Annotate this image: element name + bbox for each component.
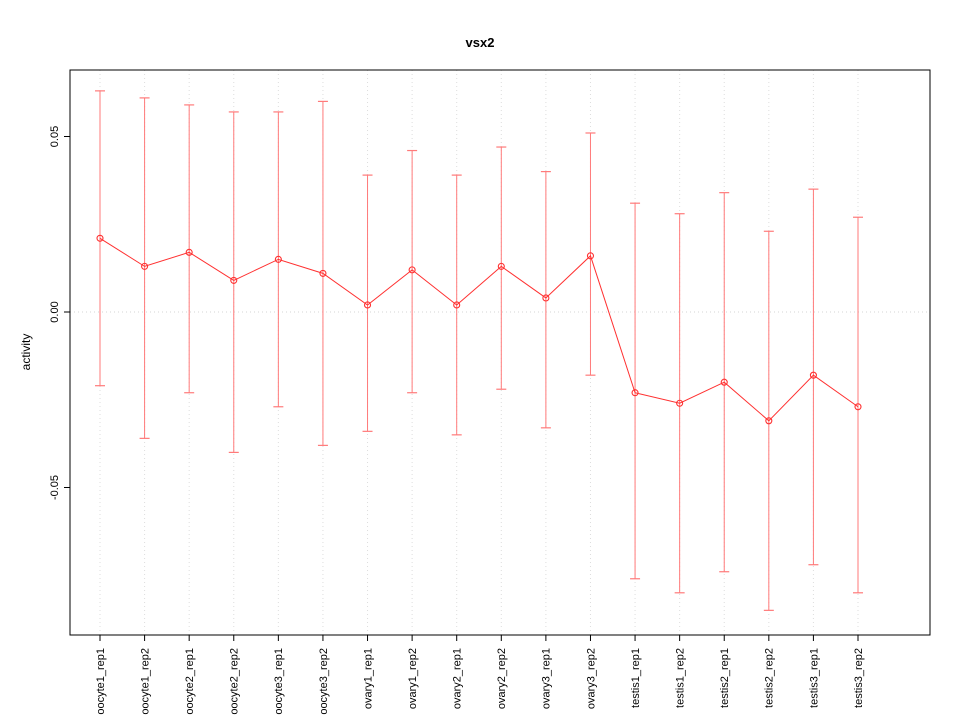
y-axis: 0.05 0.00 -0.05 <box>49 126 70 500</box>
svg-text:testis3_rep2: testis3_rep2 <box>853 648 865 708</box>
series-line <box>99 237 859 422</box>
x-axis: oocyte1_rep1 oocyte1_rep2 oocyte2_rep1 oocy… <box>95 635 865 715</box>
svg-text:ovary3_rep1: ovary3_rep1 <box>541 648 553 709</box>
svg-text:testis2_rep1: testis2_rep1 <box>719 648 731 708</box>
svg-text:oocyte1_rep1: oocyte1_rep1 <box>95 648 107 715</box>
data-points <box>96 234 862 425</box>
svg-text:ovary2_rep2: ovary2_rep2 <box>496 648 508 709</box>
svg-text:ovary2_rep1: ovary2_rep1 <box>452 648 464 709</box>
error-bars <box>95 90 863 611</box>
chart-title: vsx2 <box>465 35 495 50</box>
svg-text:oocyte2_rep1: oocyte2_rep1 <box>184 648 196 715</box>
svg-text:ovary1_rep1: ovary1_rep1 <box>362 648 374 709</box>
svg-text:0.05: 0.05 <box>49 126 61 147</box>
svg-text:ovary3_rep2: ovary3_rep2 <box>585 648 597 709</box>
svg-text:oocyte3_rep2: oocyte3_rep2 <box>318 648 330 715</box>
svg-text:oocyte3_rep1: oocyte3_rep1 <box>273 648 285 715</box>
svg-text:0.00: 0.00 <box>49 301 61 322</box>
svg-text:testis1_rep2: testis1_rep2 <box>674 648 686 708</box>
gridlines <box>70 70 930 635</box>
svg-text:oocyte2_rep2: oocyte2_rep2 <box>229 648 241 715</box>
svg-text:testis3_rep1: testis3_rep1 <box>808 648 820 708</box>
svg-text:ovary1_rep2: ovary1_rep2 <box>407 648 419 709</box>
svg-text:testis1_rep1: testis1_rep1 <box>630 648 642 708</box>
svg-text:testis2_rep2: testis2_rep2 <box>764 648 776 708</box>
svg-text:-0.05: -0.05 <box>49 475 61 500</box>
svg-text:oocyte1_rep2: oocyte1_rep2 <box>139 648 151 715</box>
plot-border <box>69 69 931 636</box>
